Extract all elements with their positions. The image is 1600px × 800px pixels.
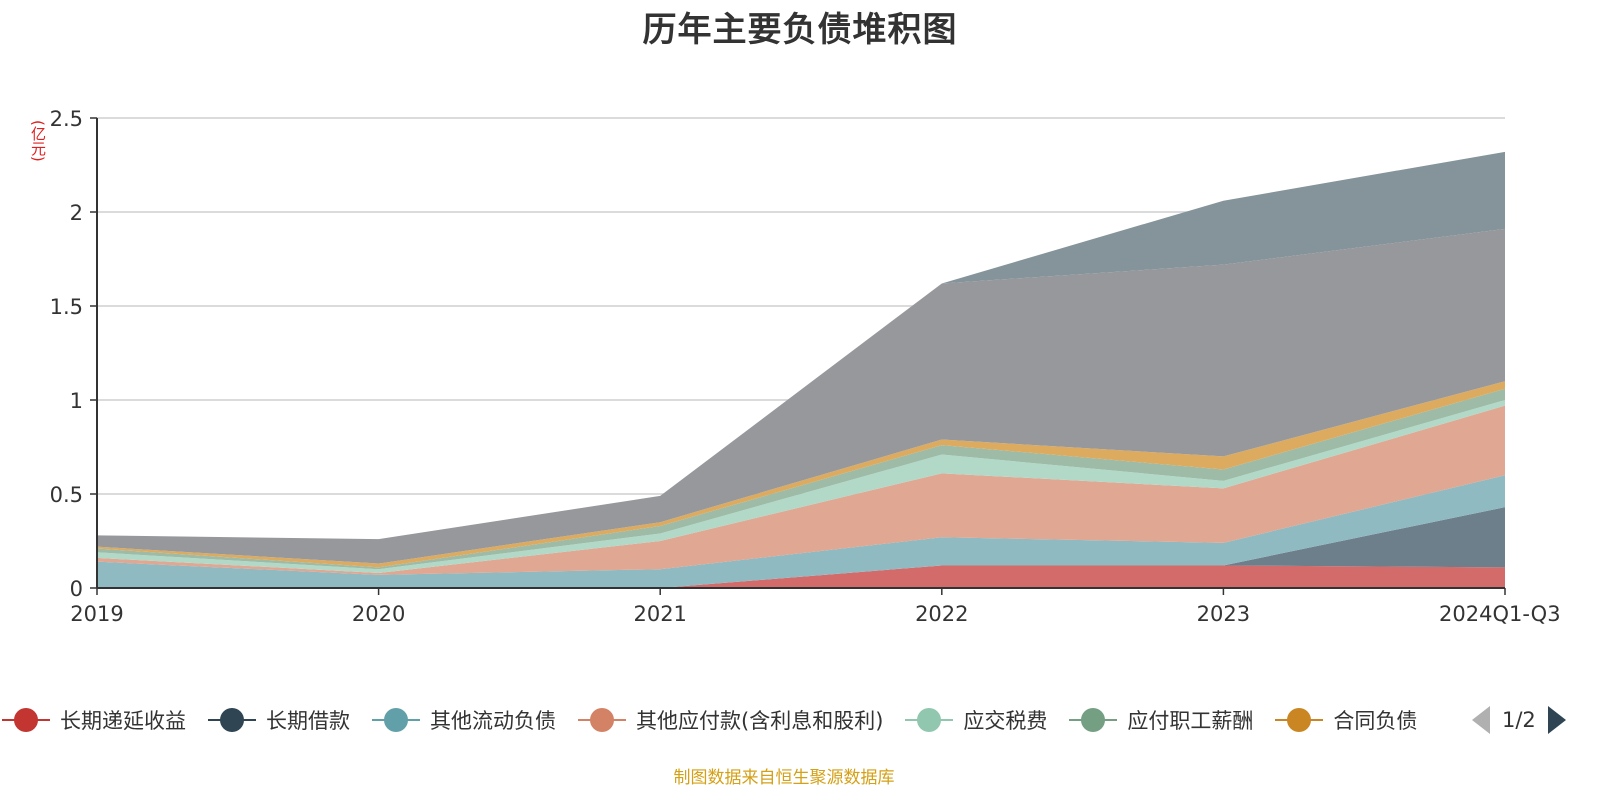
x-tick-label: 2020 xyxy=(352,602,405,626)
y-tick-label: 2.5 xyxy=(50,107,83,131)
chart-title: 历年主要负债堆积图 xyxy=(642,10,958,50)
legend-item-label: 应交税费 xyxy=(963,709,1048,733)
legend-next-page-icon[interactable] xyxy=(1547,706,1566,734)
legend-pager: 1/2 xyxy=(1472,704,1566,736)
legend-item[interactable]: 长期递延收益 xyxy=(2,700,186,740)
legend-page-indicator: 1/2 xyxy=(1502,708,1536,732)
legend-marker-icon xyxy=(905,708,954,732)
area-series-0[interactable] xyxy=(97,565,1505,588)
legend-item[interactable]: 合同负债 xyxy=(1275,700,1417,740)
area-series-3[interactable] xyxy=(97,405,1505,575)
legend-item[interactable]: 其他应付款(含利息和股利) xyxy=(578,700,883,740)
legend-marker-icon xyxy=(1275,708,1324,732)
y-tick-label: 1.5 xyxy=(50,295,83,319)
legend-item[interactable]: 长期借款 xyxy=(208,700,350,740)
area-series-5[interactable] xyxy=(97,388,1505,570)
x-tick-label: 2021 xyxy=(633,602,686,626)
legend-item[interactable]: 应付职工薪酬 xyxy=(1069,700,1253,740)
legend-item-label: 其他应付款(含利息和股利) xyxy=(636,709,884,733)
area-series-8[interactable] xyxy=(97,151,1505,540)
x-tick-label: 2022 xyxy=(915,602,968,626)
y-tick-label: 0.5 xyxy=(50,483,83,507)
legend-item-label: 长期借款 xyxy=(266,709,350,733)
area-series-2[interactable] xyxy=(97,475,1505,588)
data-source-note: 制图数据来自恒生聚源数据库 xyxy=(673,768,895,788)
x-tick-label: 2024Q1-Q3 xyxy=(1439,602,1561,626)
x-tick-label: 2019 xyxy=(70,602,123,626)
axes: 0 0.5 1 1.5 2 2.5 2019 2020 2021 2022 2023 2024Q1-Q… xyxy=(50,107,1561,626)
y-tick-label: 2 xyxy=(70,201,83,225)
legend: 长期递延收益 长期借款 其他流动负债 其他应付款(含利息和股利) 应交税费 应付职工薪酬 合… xyxy=(0,700,1600,740)
legend-item[interactable]: 其他流动负债 xyxy=(372,700,556,740)
legend-items: 长期递延收益 长期借款 其他流动负债 其他应付款(含利息和股利) 应交税费 应付职工薪酬 合… xyxy=(0,700,1478,740)
legend-marker-icon xyxy=(2,708,50,732)
y-axis-unit-label: (亿元) xyxy=(29,120,47,162)
stacked-area-chart: 0 0.5 1 1.5 2 2.5 2019 2020 2021 2022 2023 2024Q1-Q… xyxy=(50,107,1561,626)
legend-item[interactable]: 应交税费 xyxy=(905,700,1047,740)
legend-item-label: 长期递延收益 xyxy=(60,709,186,733)
legend-item-label: 其他流动负债 xyxy=(430,709,556,733)
y-tick-label: 1 xyxy=(70,389,83,413)
legend-marker-icon xyxy=(372,708,420,732)
y-tick-label: 0 xyxy=(70,577,83,601)
legend-item-label: 应付职工薪酬 xyxy=(1127,709,1254,733)
area-series-7[interactable] xyxy=(97,228,1505,564)
legend-prev-page-icon[interactable] xyxy=(1472,706,1490,734)
legend-marker-icon xyxy=(208,708,256,732)
legend-item-label: 合同负债 xyxy=(1333,709,1418,733)
area-series-4[interactable] xyxy=(97,400,1505,573)
area-series-layer xyxy=(97,151,1505,588)
legend-marker-icon xyxy=(578,708,626,732)
legend-marker-icon xyxy=(1069,708,1118,732)
x-tick-label: 2023 xyxy=(1197,602,1250,626)
